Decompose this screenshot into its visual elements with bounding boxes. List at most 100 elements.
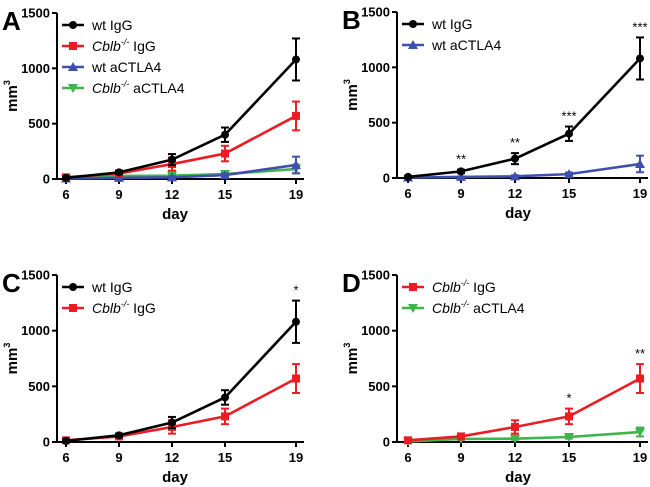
data-point xyxy=(221,130,229,139)
data-point xyxy=(115,168,123,177)
data-point xyxy=(62,436,70,445)
series-line xyxy=(65,377,297,442)
y-axis-title: mm3 xyxy=(342,343,361,375)
y-tick-label: 0 xyxy=(43,435,50,450)
data-point xyxy=(636,374,644,383)
series-line xyxy=(65,114,297,179)
panel-letter: A xyxy=(2,6,21,36)
series-wt-igg xyxy=(62,37,300,182)
legend-label: wt aCTLA4 xyxy=(431,37,501,53)
data-point xyxy=(404,172,412,181)
data-point xyxy=(635,158,645,168)
data-point xyxy=(510,434,520,444)
series-line xyxy=(407,57,641,179)
x-tick-label: 6 xyxy=(404,186,411,201)
legend-item: Cblb-/- IgG xyxy=(62,37,156,54)
data-point xyxy=(635,427,645,437)
legend-label: Cblb-/- aCTLA4 xyxy=(92,79,185,96)
series-wt-igg xyxy=(404,36,644,181)
significance-label: *** xyxy=(561,109,576,124)
x-tick-label: 6 xyxy=(62,450,69,465)
legend-label: Cblb-/- IgG xyxy=(92,37,156,54)
legend: wt IgG Cblb-/- IgG wt aCTLA4 Cblb-/- aCTLA4 xyxy=(62,17,185,96)
data-point xyxy=(69,21,77,29)
data-point xyxy=(68,62,78,71)
data-point xyxy=(221,412,229,421)
data-point xyxy=(292,374,300,383)
series-line xyxy=(65,58,297,180)
data-point xyxy=(168,155,176,164)
x-axis-title: day xyxy=(505,469,532,486)
series-wt-igg xyxy=(62,299,300,445)
legend-item: wt aCTLA4 xyxy=(402,37,501,53)
data-point xyxy=(457,432,465,441)
x-tick-label: 19 xyxy=(289,187,303,202)
data-point xyxy=(69,283,77,291)
data-point xyxy=(69,42,77,50)
data-point xyxy=(564,169,574,179)
significance-label: *** xyxy=(632,19,647,34)
legend-label: Cblb-/- IgG xyxy=(432,278,496,295)
x-tick-label: 12 xyxy=(508,450,522,465)
x-tick-label: 19 xyxy=(633,450,647,465)
y-tick-label: 1000 xyxy=(21,323,50,338)
series-wt-actla4 xyxy=(403,154,645,182)
legend: wt IgG wt aCTLA4 xyxy=(402,16,501,53)
data-point xyxy=(511,422,519,431)
x-tick-label: 12 xyxy=(165,450,179,465)
significance-label: * xyxy=(566,391,571,406)
legend: wt IgG Cblb-/- IgG xyxy=(62,279,156,316)
data-point xyxy=(456,171,466,181)
data-point xyxy=(457,167,465,176)
legend-label: Cblb-/- IgG xyxy=(92,299,156,316)
data-point xyxy=(636,54,644,63)
x-tick-label: 12 xyxy=(508,186,522,201)
data-point xyxy=(510,171,520,181)
data-point xyxy=(291,159,301,169)
series-cblb-igg xyxy=(62,363,300,445)
data-point xyxy=(409,20,417,28)
y-tick-label: 1500 xyxy=(21,6,50,21)
legend-label: wt IgG xyxy=(91,279,132,295)
data-point xyxy=(564,432,574,442)
y-tick-label: 500 xyxy=(368,379,390,394)
significance-label: ** xyxy=(635,346,645,361)
panel-a: A 0 500 1000 1500 6 9 12 15 19 day mm3 wt IgG Cblb-/-… xyxy=(2,6,304,223)
legend-label: wt IgG xyxy=(91,17,132,33)
x-tick-label: 9 xyxy=(115,187,122,202)
y-tick-label: 500 xyxy=(28,379,50,394)
data-point xyxy=(221,149,229,158)
legend-label: Cblb-/- aCTLA4 xyxy=(432,299,525,316)
data-point xyxy=(511,154,519,163)
significance-label: ** xyxy=(510,135,520,150)
x-tick-label: 6 xyxy=(62,187,69,202)
data-point xyxy=(565,412,573,421)
data-point xyxy=(408,40,418,49)
significance-label: ** xyxy=(456,152,466,167)
legend-item: wt aCTLA4 xyxy=(62,59,161,75)
data-point xyxy=(408,304,418,313)
data-point xyxy=(292,111,300,120)
data-point xyxy=(68,84,78,93)
y-tick-label: 1000 xyxy=(21,61,50,76)
data-point xyxy=(167,172,177,182)
x-tick-label: 6 xyxy=(404,450,411,465)
series-cblb-igg xyxy=(404,363,644,445)
x-tick-label: 19 xyxy=(633,186,647,201)
data-point xyxy=(409,283,417,291)
x-axis-title: day xyxy=(162,469,189,486)
x-tick-label: 15 xyxy=(218,187,232,202)
panel-letter: C xyxy=(2,268,21,298)
legend-item: wt IgG xyxy=(62,279,132,295)
y-tick-label: 1500 xyxy=(21,268,50,283)
panel-letter: D xyxy=(342,268,361,298)
data-point xyxy=(220,170,230,180)
significance-label: * xyxy=(293,283,298,298)
legend-item: Cblb-/- aCTLA4 xyxy=(402,299,525,316)
data-point xyxy=(221,393,229,402)
y-tick-label: 1000 xyxy=(361,60,390,75)
data-point xyxy=(404,436,412,445)
series-line xyxy=(65,320,297,443)
